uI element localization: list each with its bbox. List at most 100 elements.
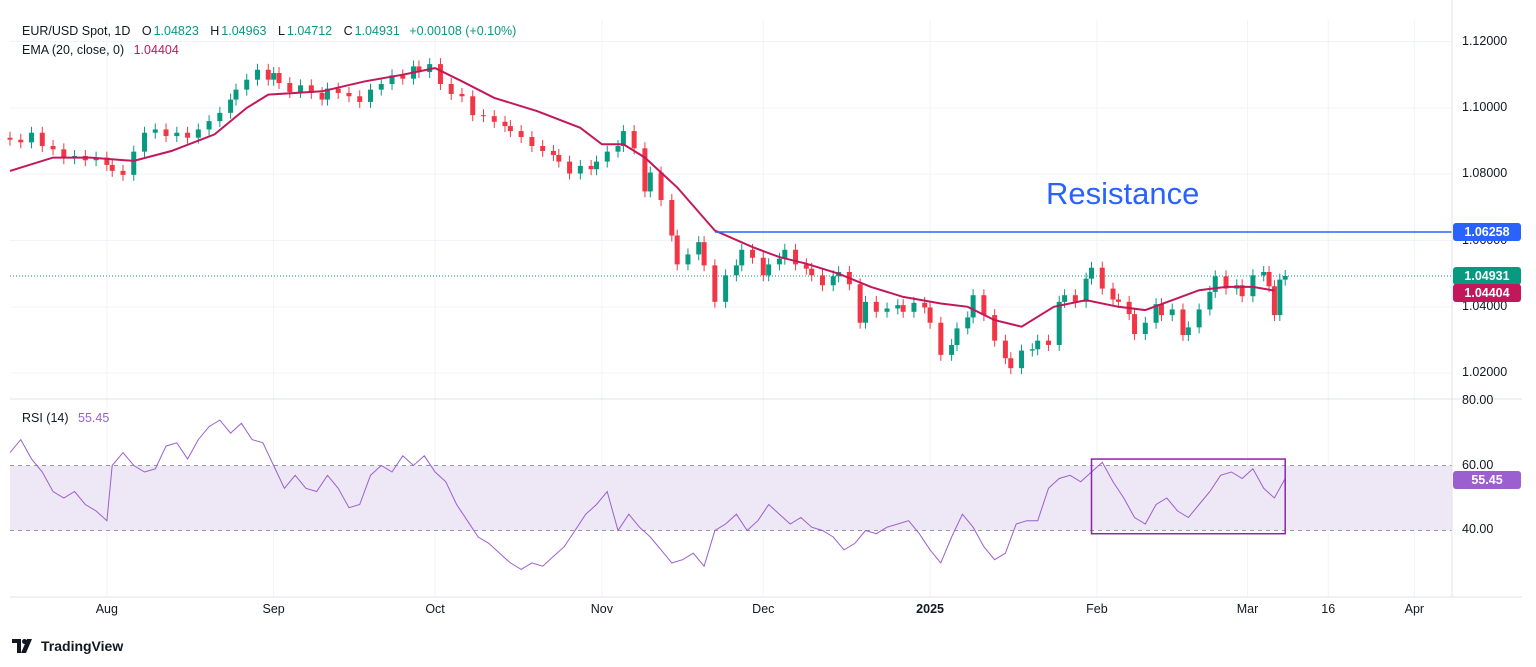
rsi-band-fill	[10, 465, 1452, 531]
candle-body	[502, 121, 508, 127]
candle-body	[1196, 309, 1202, 328]
candle-body	[938, 322, 944, 355]
candle-body	[233, 89, 239, 100]
candle-body	[992, 315, 998, 341]
candle-body	[324, 88, 330, 100]
candle-body	[712, 265, 718, 302]
ohlc-high-value: 1.04963	[221, 24, 267, 38]
rsi-line	[9, 419, 1286, 570]
time-tick-label: Feb	[1086, 602, 1108, 616]
candle-body	[1089, 267, 1094, 279]
candle-body	[1002, 340, 1008, 359]
candle-body	[1180, 309, 1186, 335]
ohlc-close-value: 1.04931	[354, 24, 400, 38]
candle-body	[1115, 299, 1121, 302]
candle-body	[1271, 286, 1277, 316]
candle-body	[1261, 272, 1267, 276]
candle-body	[642, 148, 648, 192]
candle-body	[50, 146, 56, 150]
candle-body	[427, 64, 433, 73]
resistance-price-tag: 1.06258	[1453, 222, 1521, 241]
time-tick-label: Sep	[262, 602, 285, 616]
candle-body	[174, 132, 180, 137]
candle-body	[416, 66, 422, 73]
candle-body	[1056, 301, 1062, 345]
price-tick-label: 1.04000	[1462, 298, 1508, 313]
candle-body	[1132, 314, 1138, 335]
candle-body	[287, 83, 293, 92]
candle-body	[1019, 350, 1025, 369]
rsi-tick-label: 40.00	[1462, 522, 1494, 537]
candle-body	[1158, 304, 1164, 316]
price-tick-label: 1.08000	[1462, 166, 1508, 181]
candle-body	[1029, 349, 1035, 351]
candle-body	[308, 85, 314, 93]
rsi-polyline	[9, 419, 1286, 570]
symbol-title: EUR/USD Spot, 1D	[22, 24, 131, 38]
candle-body	[1185, 327, 1191, 335]
time-tick-label: Aug	[95, 602, 118, 616]
candle-body	[39, 132, 45, 146]
candle-body	[1035, 340, 1041, 350]
candle-body	[185, 132, 191, 138]
candle-body	[701, 242, 707, 266]
candle-body	[1250, 275, 1256, 297]
price-tick-label: 1.10000	[1462, 99, 1508, 114]
rsi-legend-value: 55.45	[78, 411, 110, 425]
rsi-legend[interactable]: RSI (14) 55.45	[22, 411, 111, 425]
candle-body	[669, 200, 675, 236]
time-tick-label: Dec	[752, 602, 775, 616]
candle-body	[1239, 285, 1245, 297]
candle-body	[357, 96, 363, 102]
candle-body	[884, 308, 890, 312]
symbol-legend: EUR/USD Spot, 1D O 1.04823 H 1.04963 L 1.04…	[22, 24, 518, 38]
candle-body	[577, 165, 583, 174]
candle-body	[830, 276, 836, 286]
candle-body	[970, 295, 976, 318]
price-tick-label: 1.12000	[1462, 33, 1508, 48]
candle-body	[857, 284, 863, 323]
candle-body	[346, 92, 352, 97]
candle-body	[7, 137, 13, 140]
candle-body	[319, 92, 325, 100]
candle-body	[18, 139, 24, 143]
candle-body	[480, 115, 486, 117]
rsi-tick-label: 60.00	[1462, 457, 1494, 472]
candle-body	[620, 131, 626, 146]
candle-body	[895, 305, 901, 309]
price-change: +0.00108 (+0.10%)	[409, 24, 517, 38]
candle-body	[540, 146, 546, 151]
candle-body	[437, 64, 443, 84]
ema-legend[interactable]: EMA (20, close, 0) 1.04404	[22, 43, 181, 57]
ema-polyline	[9, 67, 1275, 328]
price-tick-label: 1.02000	[1462, 365, 1508, 380]
ema-line	[9, 67, 1275, 328]
last-price-tag: 1.04931	[1453, 266, 1521, 285]
candle-body	[1223, 276, 1229, 289]
candle-body	[163, 129, 169, 137]
time-tick-label: 2025	[916, 602, 944, 616]
candle-body	[1153, 304, 1159, 323]
ema-legend-label: EMA (20, close, 0)	[22, 43, 125, 57]
time-tick-label: Apr	[1404, 602, 1425, 616]
candle-body	[922, 302, 928, 308]
candle-body	[1277, 279, 1283, 316]
candle-body	[1008, 358, 1014, 369]
candle-body	[873, 301, 879, 312]
rsi-tick-label: 80.00	[1462, 392, 1494, 407]
candle-body	[965, 317, 971, 329]
candlesticks	[7, 58, 1288, 375]
candle-body	[507, 126, 513, 132]
candle-body	[271, 73, 277, 80]
ohlc-low-key: L	[277, 24, 285, 38]
candle-body	[803, 264, 809, 269]
candle-body	[131, 151, 137, 175]
ema-price-tag: 1.04404	[1453, 284, 1521, 303]
candle-body	[298, 85, 304, 92]
candle-body	[674, 235, 680, 265]
tradingview-logo[interactable]: TradingView	[12, 638, 123, 654]
time-tick-label: Oct	[425, 602, 445, 616]
candle-body	[470, 96, 476, 116]
candle-body	[142, 132, 148, 152]
